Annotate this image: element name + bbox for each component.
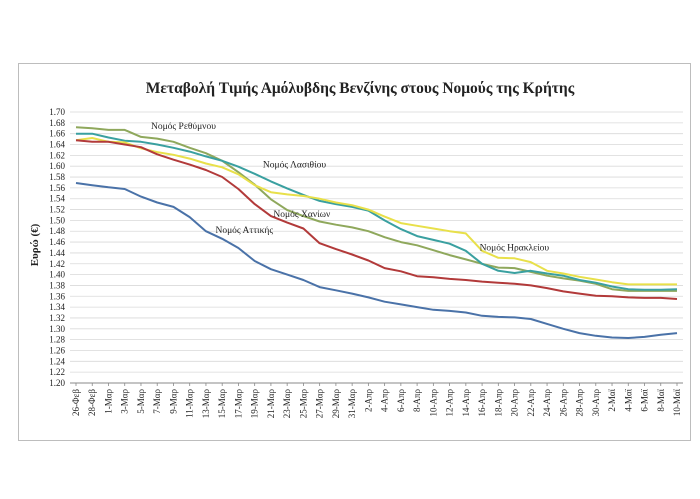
x-tick-label: 30-Απρ [591,389,601,417]
y-tick-label: 1.26 [49,345,65,355]
chart-frame [18,63,691,441]
x-tick-label: 2-Απρ [363,389,373,413]
series-line [75,137,677,286]
x-tick-label: 25-Μαρ [298,389,308,419]
y-tick-label: 1.42 [49,259,65,269]
x-tick-label: 2-Μαϊ [607,388,617,411]
y-tick-label: 1.54 [49,194,65,204]
series-label: Νομός Αττικής [215,226,273,236]
y-tick-label: 1.22 [49,367,65,377]
x-tick-label: 27-Μαρ [315,389,325,419]
series-line [76,132,678,291]
y-tick-label: 1.46 [49,237,65,247]
y-tick-label: 1.24 [49,356,65,366]
y-tick-label: 1.62 [49,150,65,160]
y-tick-label: 1.34 [49,302,65,312]
y-tick-label: 1.68 [49,118,65,128]
y-axis-label: Ευρώ (€) [29,223,41,266]
series-line [75,139,678,300]
y-tick-label: 1.58 [49,172,65,182]
x-tick-label: 10-Μαϊ [672,388,682,416]
y-axis-ticks: 1.201.221.241.261.281.301.321.341.361.38… [49,107,65,388]
x-tick-label: 20-Απρ [510,389,520,417]
x-tick-label: 4-Μαϊ [623,388,633,411]
series-label: Νομός Ρεθύμνου [151,122,216,132]
x-axis-ticks: 26-Φεβ 28-Φεβ 1-Μαρ 3-Μαρ 5-Μαρ 7-Μαρ 9-Μαρ 11-… [71,383,682,418]
x-tick-label: 7-Μαρ [152,389,162,414]
y-tick-label: 1.66 [49,129,65,139]
x-tick-label: 13-Μαρ [201,389,211,419]
series-labels: Νομός Ρεθύμνου Νομός Λασιθίου Νομός Ηρακλε… [151,122,549,253]
x-tick-label: 6-Μαϊ [640,388,650,411]
x-tick-label: 10-Απρ [428,389,438,417]
series-lines [75,126,678,339]
series-label: Νομός Χανίων [273,210,331,220]
x-tick-label: 4-Απρ [380,389,390,413]
y-tick-label: 1.36 [49,291,65,301]
x-tick-label: 26-Απρ [558,389,568,417]
y-tick-label: 1.38 [49,280,65,290]
y-tick-label: 1.30 [49,324,65,334]
chart-title: Μεταβολή Τιμής Αμόλυβδης Βενζίνης στους … [146,80,575,97]
y-tick-label: 1.50 [49,215,65,225]
x-tick-label: 14-Απρ [461,389,471,417]
x-tick-label: 28-Απρ [575,389,585,417]
y-tick-label: 1.56 [49,183,65,193]
x-tick-label: 19-Μαρ [250,389,260,419]
x-tick-label: 5-Μαρ [136,389,146,414]
series-line [75,126,677,292]
x-tick-label: 3-Μαρ [120,389,130,414]
x-tick-label: 12-Απρ [445,389,455,417]
x-tick-label: 21-Μαρ [266,389,276,419]
y-tick-label: 1.32 [49,313,65,323]
y-tick-label: 1.52 [49,205,65,215]
x-tick-label: 26-Φεβ [71,389,81,416]
grid [70,111,683,384]
y-tick-label: 1.64 [49,140,65,150]
y-tick-label: 1.70 [49,107,65,117]
x-tick-label: 15-Μαρ [217,389,227,419]
x-tick-label: 9-Μαρ [168,389,178,414]
x-tick-label: 16-Απρ [477,389,487,417]
x-tick-label: 24-Απρ [542,389,552,417]
y-tick-label: 1.40 [49,270,65,280]
y-tick-label: 1.60 [49,161,65,171]
y-tick-label: 1.20 [49,378,65,388]
x-tick-label: 22-Απρ [526,389,536,417]
x-tick-label: 8-Απρ [412,389,422,413]
y-tick-label: 1.44 [49,248,65,258]
x-tick-label: 1-Μαρ [103,389,113,414]
y-tick-label: 1.28 [49,335,65,345]
x-tick-label: 11-Μαρ [185,388,195,417]
series-label: Νομός Λασιθίου [263,160,326,170]
x-tick-label: 23-Μαρ [282,389,292,419]
series-line [75,182,678,339]
x-tick-label: 28-Φεβ [87,389,97,416]
x-tick-label: 29-Μαρ [331,389,341,419]
x-tick-label: 6-Απρ [396,389,406,413]
x-tick-label: 17-Μαρ [233,389,243,419]
x-tick-label: 18-Απρ [493,389,503,417]
series-label: Νομός Ηρακλείου [480,243,550,253]
y-tick-label: 1.48 [49,226,65,236]
x-tick-label: 31-Μαρ [347,389,357,419]
x-tick-label: 8-Μαϊ [656,388,666,411]
